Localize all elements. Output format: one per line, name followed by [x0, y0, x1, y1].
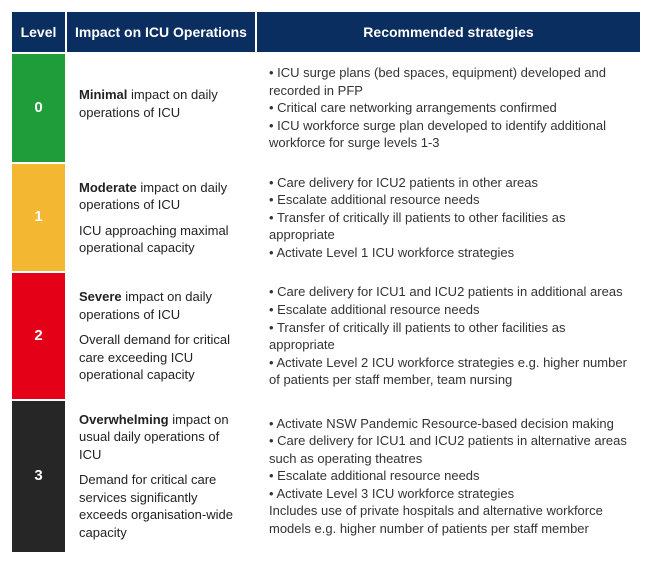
strategy-item: ICU workforce surge plan developed to id… [269, 117, 628, 152]
impact-extra: Demand for critical care services signif… [79, 471, 243, 541]
impact-cell: Moderate impact on daily operations of I… [66, 163, 256, 273]
strategy-item: Activate Level 2 ICU workforce strategie… [269, 354, 628, 389]
impact-keyword: Moderate [79, 180, 137, 195]
impact-extra: ICU approaching maximal operational capa… [79, 222, 243, 257]
impact-cell: Overwhelming impact on usual daily opera… [66, 400, 256, 553]
table-row: 2Severe impact on daily operations of IC… [11, 272, 641, 399]
impact-cell: Severe impact on daily operations of ICU… [66, 272, 256, 399]
level-cell: 3 [11, 400, 66, 553]
impact-keyword: Minimal [79, 87, 127, 102]
strategy-item: Escalate additional resource needs [269, 301, 628, 319]
strategies-cell: ICU surge plans (bed spaces, equipment) … [256, 53, 641, 163]
level-cell: 2 [11, 272, 66, 399]
impact-keyword: Overwhelming [79, 412, 169, 427]
strategy-list: ICU surge plans (bed spaces, equipment) … [269, 64, 628, 152]
level-cell: 0 [11, 53, 66, 163]
strategy-item: Activate Level 3 ICU workforce strategie… [269, 485, 628, 503]
strategy-list: Activate NSW Pandemic Resource-based dec… [269, 415, 628, 503]
strategies-cell: Care delivery for ICU1 and ICU2 patients… [256, 272, 641, 399]
table-header-row: Level Impact on ICU Operations Recommend… [11, 11, 641, 53]
header-strategies: Recommended strategies [256, 11, 641, 53]
strategies-cell: Activate NSW Pandemic Resource-based dec… [256, 400, 641, 553]
strategy-item: Transfer of critically ill patients to o… [269, 319, 628, 354]
strategy-item: Activate Level 1 ICU workforce strategie… [269, 244, 628, 262]
strategy-item: Escalate additional resource needs [269, 467, 628, 485]
strategy-item: Care delivery for ICU2 patients in other… [269, 174, 628, 192]
level-cell: 1 [11, 163, 66, 273]
strategy-list: Care delivery for ICU1 and ICU2 patients… [269, 283, 628, 388]
header-level: Level [11, 11, 66, 53]
icu-surge-table: Level Impact on ICU Operations Recommend… [10, 10, 642, 554]
strategies-cell: Care delivery for ICU2 patients in other… [256, 163, 641, 273]
table-row: 1Moderate impact on daily operations of … [11, 163, 641, 273]
strategy-item: ICU surge plans (bed spaces, equipment) … [269, 64, 628, 99]
strategy-item: Critical care networking arrangements co… [269, 99, 628, 117]
strategy-list: Care delivery for ICU2 patients in other… [269, 174, 628, 262]
strategy-item: Care delivery for ICU1 and ICU2 patients… [269, 283, 628, 301]
impact-extra: Overall demand for critical care exceedi… [79, 331, 243, 384]
strategy-item: Escalate additional resource needs [269, 191, 628, 209]
strategy-item: Activate NSW Pandemic Resource-based dec… [269, 415, 628, 433]
strategy-item: Transfer of critically ill patients to o… [269, 209, 628, 244]
table-row: 0Minimal impact on daily operations of I… [11, 53, 641, 163]
impact-cell: Minimal impact on daily operations of IC… [66, 53, 256, 163]
table-row: 3Overwhelming impact on usual daily oper… [11, 400, 641, 553]
strategy-note: Includes use of private hospitals and al… [269, 502, 628, 537]
strategy-item: Care delivery for ICU1 and ICU2 patients… [269, 432, 628, 467]
impact-keyword: Severe [79, 289, 122, 304]
header-impact: Impact on ICU Operations [66, 11, 256, 53]
